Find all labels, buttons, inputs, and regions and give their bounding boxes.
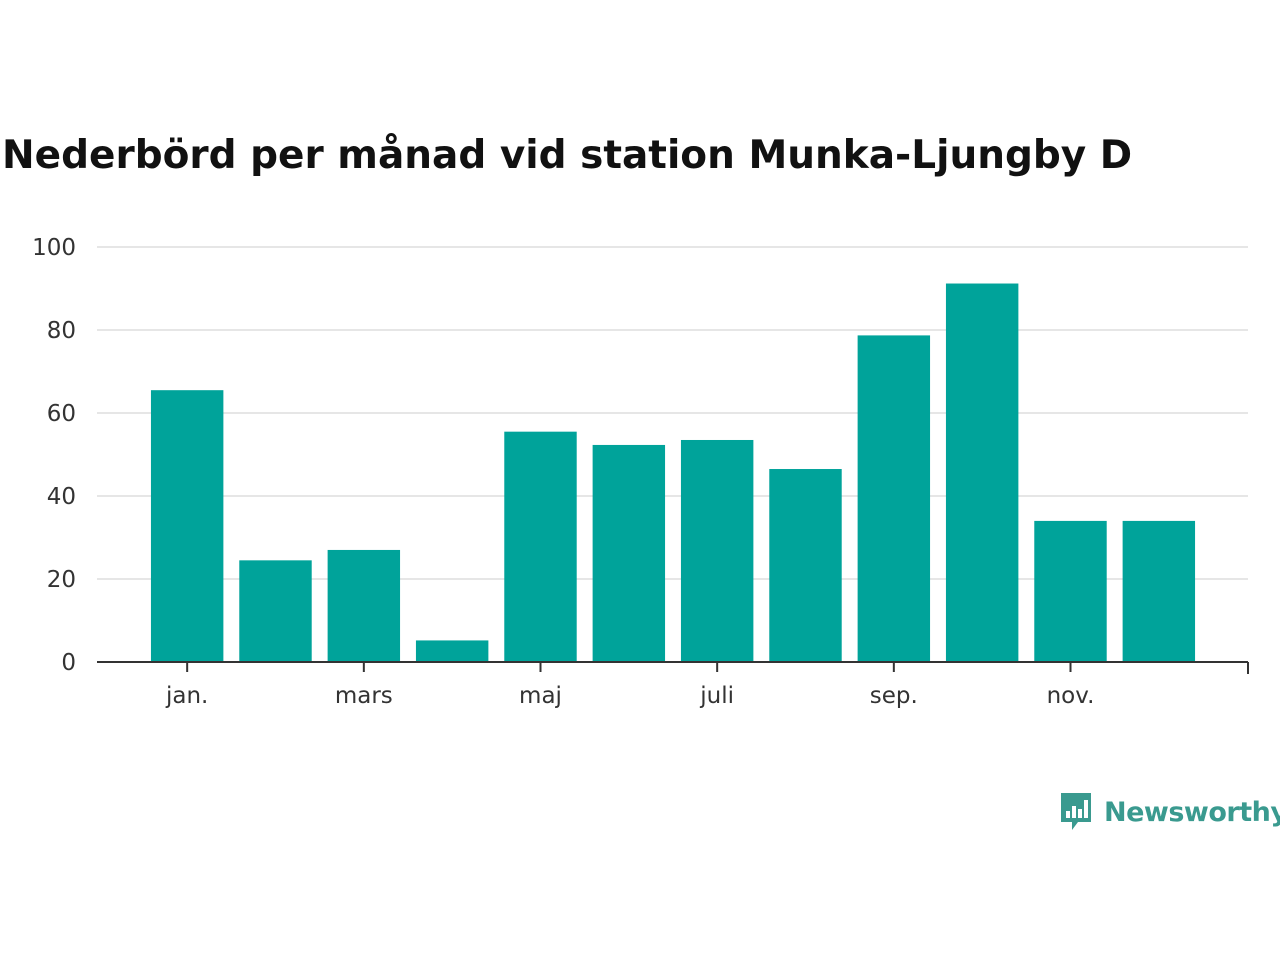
bar-feb [239,560,312,662]
x-axis [97,661,1249,674]
bar-juli [680,439,754,662]
x-tick-label: juli [699,683,734,709]
bar-okt [945,283,1019,662]
bar-nov [1034,520,1107,662]
x-tick-label: nov. [1047,683,1095,709]
bar-jan [150,390,224,662]
y-tick-label: 40 [47,484,76,510]
bar-apr [415,640,489,662]
bar-dec [1122,520,1196,662]
y-tick-label: 100 [32,235,76,261]
y-tick-label: 60 [47,401,76,427]
chart-title: Nederbörd per månad vid station Munka-Lj… [2,133,1133,178]
x-tick-label: mars [335,683,393,709]
x-tick-label: jan. [165,683,208,709]
bars [150,283,1196,662]
y-tick-label: 20 [47,567,76,593]
y-tick-label: 80 [47,318,76,344]
bar-juni [592,444,666,662]
bar-mars [327,549,401,662]
bar-maj [504,431,577,662]
bar-aug [769,469,842,662]
y-axis-ticks: 0 20 40 60 80 100 [32,235,76,676]
newsworthy-logo-icon [1061,793,1091,830]
brand-logo: Newsworthy [1058,790,1280,836]
x-axis-ticks: jan. mars maj juli sep. nov. [165,662,1094,709]
y-tick-label: 0 [61,650,76,676]
bar-sep [857,335,931,662]
brand-name: Newsworthy [1104,797,1280,828]
x-tick-label: sep. [870,683,918,709]
x-tick-label: maj [519,683,562,709]
